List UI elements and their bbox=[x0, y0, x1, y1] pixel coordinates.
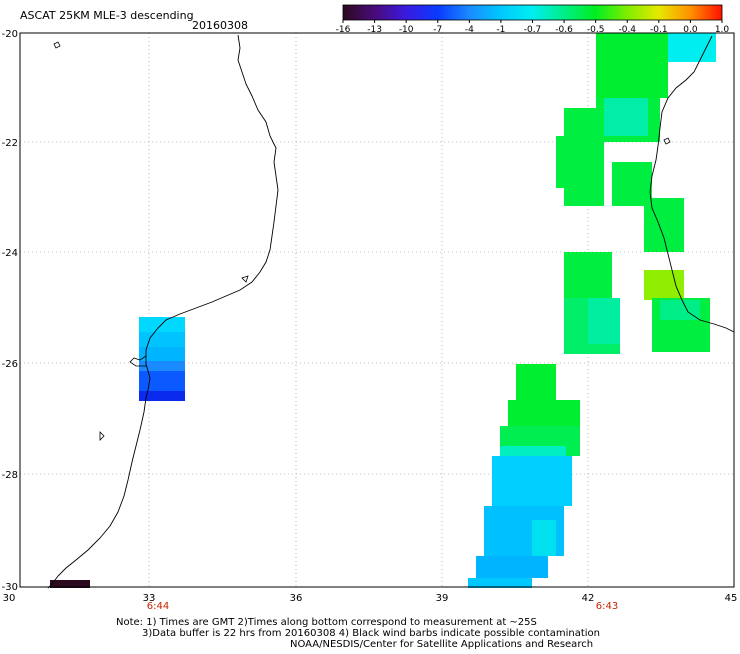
swath-cell bbox=[556, 136, 604, 188]
note-line-2: 3)Data buffer is 22 hrs from 20160308 4)… bbox=[142, 628, 600, 639]
map-date: 20160308 bbox=[192, 19, 248, 32]
colorbar-label: -0.5 bbox=[587, 25, 605, 35]
swath-cell bbox=[604, 98, 648, 136]
colorbar-label: -0.7 bbox=[524, 25, 542, 35]
swath-cell bbox=[668, 33, 716, 62]
island-left-1 bbox=[53, 41, 61, 49]
swath-cell bbox=[139, 332, 185, 347]
swath-cell bbox=[516, 364, 556, 400]
swath-cell-dark bbox=[50, 580, 90, 588]
swath-cell bbox=[468, 578, 532, 588]
coastline-left bbox=[47, 34, 279, 589]
swath-cell bbox=[476, 556, 548, 578]
colorbar-gradient bbox=[342, 4, 723, 21]
swath-cell bbox=[644, 198, 684, 252]
lon-label: 30 bbox=[3, 593, 16, 604]
swath-cell bbox=[139, 361, 185, 371]
colorbar-label: -4 bbox=[465, 25, 474, 35]
swath-cell bbox=[644, 270, 684, 300]
lon-label: 42 bbox=[582, 593, 595, 604]
swath-cell bbox=[139, 391, 185, 401]
swath-right-north bbox=[556, 33, 716, 252]
time-label: 6:43 bbox=[596, 601, 618, 612]
swath-cell bbox=[564, 252, 612, 298]
colorbar-label: -16 bbox=[336, 25, 351, 35]
lon-label: 36 bbox=[290, 593, 303, 604]
colorbar-labels: -16 -13 -10 -7 -4 -1 -0.7 -0.6 -0.5 -0.4 -0.1 0.0 1.… bbox=[336, 20, 730, 35]
note-line-3: NOAA/NESDIS/Center for Satellite Applica… bbox=[290, 639, 593, 650]
island-left-3 bbox=[241, 275, 249, 283]
map-plot-area bbox=[20, 33, 735, 589]
map-title: ASCAT 25KM MLE-3 descending bbox=[20, 9, 194, 22]
colorbar-label: 0.0 bbox=[683, 25, 698, 35]
coastline-right bbox=[649, 35, 735, 333]
lon-label: 33 bbox=[143, 593, 156, 604]
notes: Note: 1) Times are GMT 2)Times along bot… bbox=[116, 617, 600, 650]
swath-cell bbox=[492, 456, 572, 506]
lon-label: 45 bbox=[725, 593, 738, 604]
coastline-left-inlet bbox=[129, 355, 147, 367]
colorbar-label: -10 bbox=[399, 25, 414, 35]
swath-cell bbox=[660, 300, 700, 320]
lat-label: -20 bbox=[2, 29, 18, 40]
lon-label: 39 bbox=[436, 593, 449, 604]
swath-cell bbox=[588, 298, 620, 344]
swath-cell bbox=[564, 188, 604, 206]
lat-label: -30 bbox=[2, 582, 18, 593]
lat-label: -22 bbox=[2, 138, 18, 149]
lat-labels: -20 -22 -24 -26 -28 -30 bbox=[2, 29, 18, 593]
colorbar-label: 1.0 bbox=[715, 25, 730, 35]
colorbar-label: -0.4 bbox=[618, 25, 636, 35]
colorbar-label: -13 bbox=[367, 25, 382, 35]
island-left-2 bbox=[99, 431, 105, 441]
island-right-1 bbox=[663, 137, 671, 145]
time-label: 6:44 bbox=[147, 601, 169, 612]
swath-cell bbox=[508, 400, 580, 426]
swath-right-south bbox=[468, 364, 580, 588]
note-line-1: Note: 1) Times are GMT 2)Times along bot… bbox=[116, 617, 537, 628]
swath-cell bbox=[564, 108, 604, 136]
swath-cell bbox=[139, 347, 185, 361]
colorbar-label: -0.6 bbox=[555, 25, 573, 35]
time-labels: 6:44 6:43 bbox=[147, 601, 618, 612]
swath-cell bbox=[532, 520, 556, 556]
lat-label: -28 bbox=[2, 470, 18, 481]
colorbar bbox=[342, 4, 723, 21]
lat-label: -26 bbox=[2, 359, 18, 370]
swath-right-middle bbox=[564, 252, 710, 354]
colorbar-label: -1 bbox=[496, 25, 505, 35]
lat-label: -24 bbox=[2, 248, 18, 259]
colorbar-label: -7 bbox=[433, 25, 442, 35]
swath-cell bbox=[596, 33, 668, 98]
map-frame bbox=[19, 32, 735, 588]
colorbar-label: -0.1 bbox=[650, 25, 668, 35]
lon-labels: 30 33 36 39 42 45 bbox=[3, 593, 738, 604]
swath-cell bbox=[139, 371, 185, 391]
